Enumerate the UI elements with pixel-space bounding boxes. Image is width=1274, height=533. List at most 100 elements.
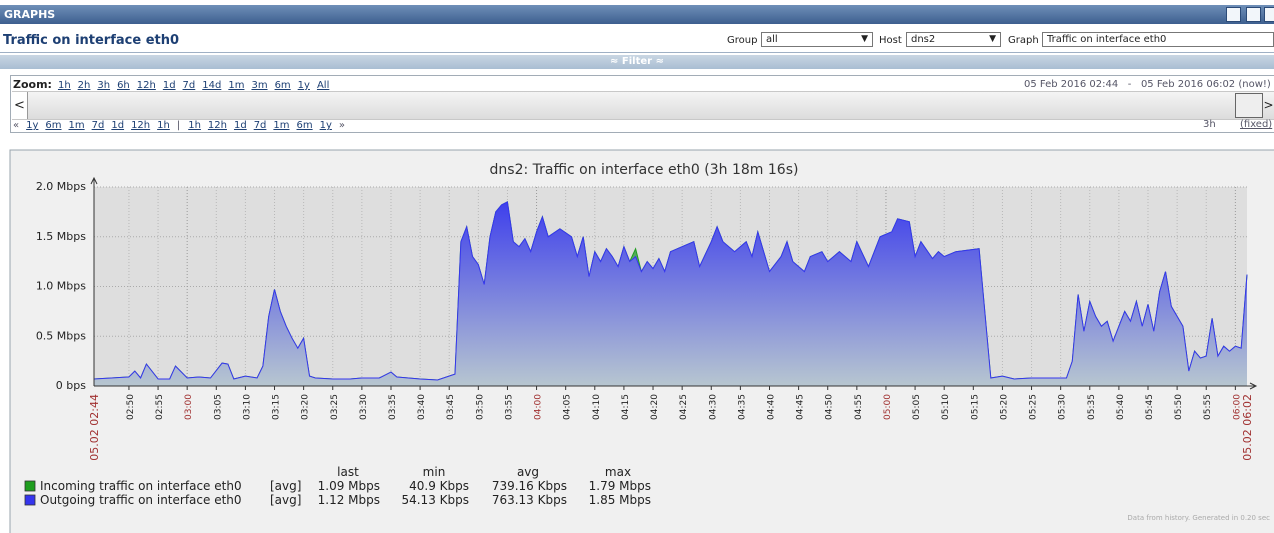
x-tick-label: 04:35: [737, 394, 747, 420]
y-tick-label: 1.0 Mbps: [36, 280, 86, 293]
chart-title: dns2: Traffic on interface eth0 (3h 18m …: [490, 162, 799, 178]
zoom-option[interactable]: 1m: [228, 80, 245, 91]
legend-column-header: avg: [517, 465, 539, 479]
legend-value: 1.79 Mbps: [589, 479, 651, 493]
x-tick-label: 04:30: [708, 394, 718, 420]
group-select[interactable]: all ▼: [761, 32, 873, 47]
scroll-thumb[interactable]: [1235, 93, 1263, 118]
zoom-option[interactable]: 12h: [136, 80, 156, 91]
x-tick-label: 06:00: [1232, 394, 1242, 420]
y-axis-arrow: [90, 176, 98, 185]
legend-swatch: [24, 494, 36, 506]
filter-label: Host: [879, 35, 902, 46]
zoom-panel: Zoom: 1h 2h 3h 6h 12h 1d 7d 14d 1m 3m 6m 1y All 05 Fe…: [10, 75, 1274, 133]
nav-back-all[interactable]: «: [13, 120, 20, 131]
scroll-left[interactable]: <: [12, 92, 28, 119]
nav-forward[interactable]: 7d: [253, 120, 267, 131]
x-tick-label: 03:55: [504, 394, 514, 420]
nav-back[interactable]: 1d: [111, 120, 125, 131]
zoom-option[interactable]: 1y: [297, 80, 310, 91]
x-tick-label: 05:25: [1029, 394, 1039, 420]
legend-entry: Outgoing traffic on interface eth0: [40, 493, 242, 507]
x-tick-label: 05:40: [1116, 394, 1126, 420]
x-tick-label: 02:55: [155, 394, 165, 420]
nav-forward[interactable]: 1h: [188, 120, 201, 131]
x-axis-arrow: [1249, 382, 1258, 390]
title-row: Traffic on interface eth0 Group all ▼ Hos…: [0, 27, 1274, 53]
x-tick-label: 03:25: [330, 394, 340, 420]
x-limit-label: 05.02 06:02: [1241, 394, 1254, 461]
x-tick-label: 04:55: [854, 394, 864, 420]
y-tick-label: 0.5 Mbps: [36, 329, 86, 342]
nav-forward[interactable]: 1y: [319, 120, 332, 131]
legend-value: 1.12 Mbps: [318, 493, 380, 507]
zoom-option[interactable]: 2h: [77, 80, 91, 91]
scroll-right[interactable]: >: [1263, 98, 1274, 112]
x-tick-label: 05:10: [941, 394, 951, 420]
x-tick-label: 04:20: [650, 394, 660, 420]
filter-label: Group: [727, 35, 758, 46]
zoom-option[interactable]: 3m: [251, 80, 268, 91]
nav-forward[interactable]: 6m: [296, 120, 313, 131]
x-tick-label: 03:00: [184, 394, 194, 420]
zoom-option[interactable]: 14d: [202, 80, 222, 91]
x-tick-label: 05:30: [1058, 394, 1068, 420]
zoom-option[interactable]: All: [316, 80, 330, 91]
zoom-option[interactable]: 6m: [274, 80, 291, 91]
period-to: 05 Feb 2016 06:02 (now!): [1140, 79, 1271, 90]
x-tick-label: 05:05: [912, 394, 922, 420]
legend-function: [avg]: [270, 479, 301, 493]
zoom-option[interactable]: 3h: [97, 80, 111, 91]
zoom-option[interactable]: 6h: [117, 80, 130, 91]
fullscreen-button[interactable]: [1264, 7, 1274, 22]
y-tick-label: 2.0 Mbps: [36, 180, 86, 193]
zoom-option[interactable]: 1d: [162, 80, 176, 91]
nav-forward-all[interactable]: »: [338, 120, 346, 131]
x-tick-label: 04:05: [563, 394, 573, 420]
nav-back[interactable]: 12h: [131, 120, 151, 131]
legend-value: 739.16 Kbps: [492, 479, 567, 493]
nav-forward[interactable]: 1m: [273, 120, 290, 131]
nav-back[interactable]: 1h: [157, 120, 170, 131]
period-mode[interactable]: (fixed): [1240, 119, 1273, 130]
add-button[interactable]: [1226, 7, 1241, 22]
x-tick-label: 04:50: [825, 394, 835, 420]
filter-label: Graph: [1008, 35, 1039, 46]
legend-value: 1.85 Mbps: [589, 493, 651, 507]
legend-value: 1.09 Mbps: [318, 479, 380, 493]
header-title: GRAPHS: [4, 8, 56, 21]
x-tick-label: 03:15: [272, 394, 282, 420]
chart-footer: Data from history. Generated in 0.20 sec: [1127, 514, 1270, 522]
refresh-button[interactable]: [1246, 7, 1261, 22]
filter-toggle[interactable]: ≈ Filter ≈: [0, 55, 1274, 69]
x-tick-label: 05:45: [1145, 394, 1155, 420]
select-value: all: [766, 34, 778, 45]
nav-forward[interactable]: 12h: [207, 120, 227, 131]
x-tick-label: 04:25: [679, 394, 689, 420]
period-range: 05 Feb 2016 02:44 - 05 Feb 2016 06:02 (n…: [1024, 79, 1271, 90]
nav-forward[interactable]: 1d: [233, 120, 247, 131]
nav-back[interactable]: 1m: [68, 120, 85, 131]
period-from: 05 Feb 2016 02:44: [1024, 79, 1119, 90]
nav-back[interactable]: 7d: [91, 120, 105, 131]
legend-value: 54.13 Kbps: [401, 493, 469, 507]
header-bar: GRAPHS: [0, 5, 1274, 24]
period-separator: -: [1127, 79, 1132, 90]
x-tick-label: 05:15: [970, 394, 980, 420]
timeline-scrollbar[interactable]: < >: [12, 91, 1274, 120]
legend-value: 40.9 Kbps: [409, 479, 469, 493]
host-select[interactable]: dns2 ▼: [906, 32, 1001, 47]
nav-back[interactable]: 1y: [26, 120, 39, 131]
page-title: Traffic on interface eth0: [3, 33, 180, 48]
zoom-option[interactable]: 1h: [57, 80, 71, 91]
zoom-option[interactable]: 7d: [182, 80, 196, 91]
select-value: Traffic on interface eth0: [1047, 34, 1167, 45]
period-length: 3h: [1203, 119, 1216, 130]
legend-function: [avg]: [270, 493, 301, 507]
legend-column-header: min: [423, 465, 446, 479]
legend-column-header: max: [605, 465, 631, 479]
series-line: [93, 201, 1248, 381]
nav-back[interactable]: 6m: [45, 120, 62, 131]
select-value: dns2: [911, 34, 936, 45]
